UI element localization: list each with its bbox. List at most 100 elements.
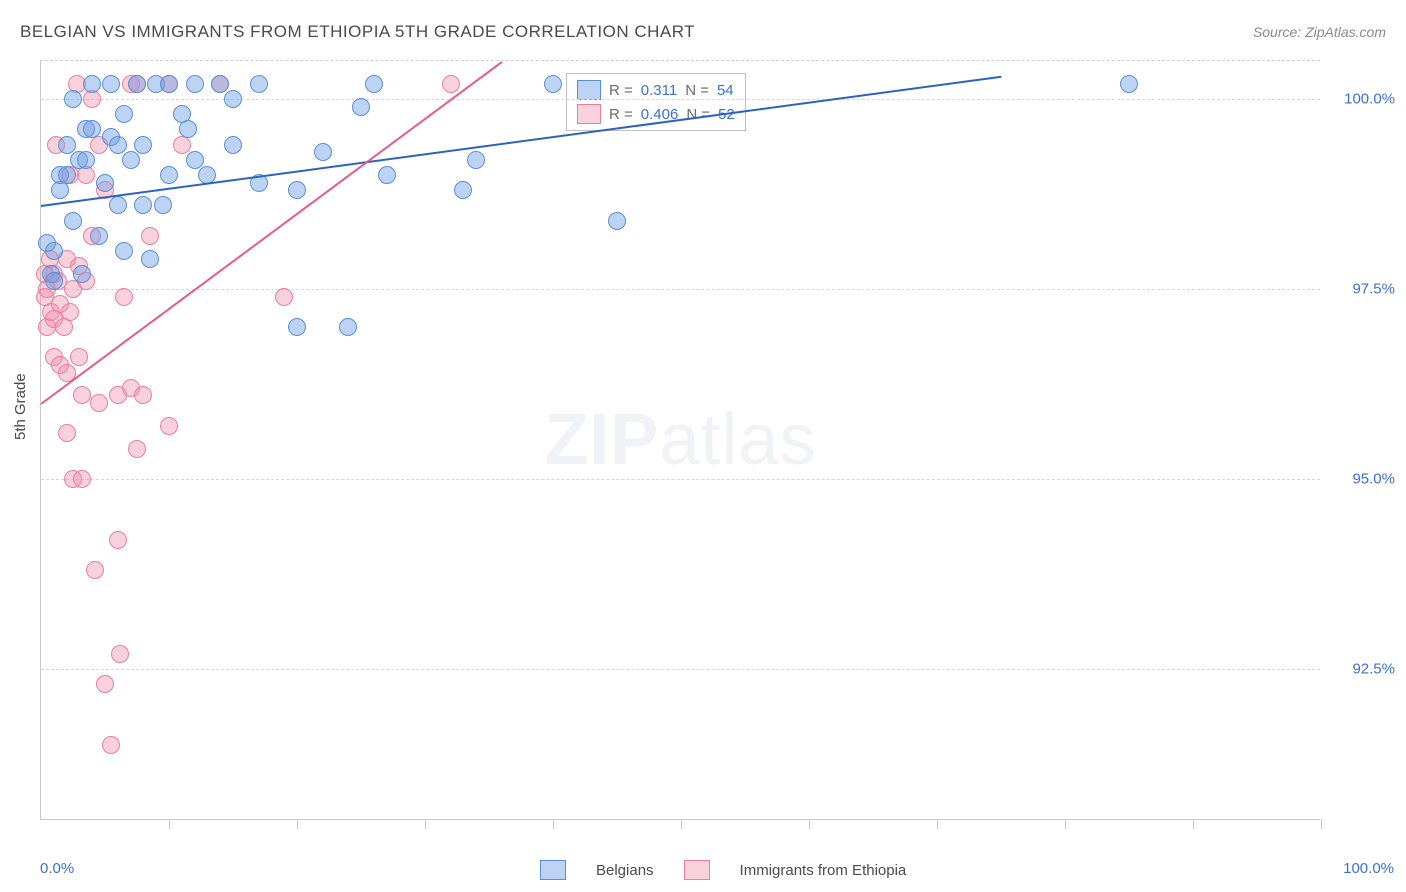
data-point-blue xyxy=(115,105,133,123)
data-point-blue xyxy=(454,181,472,199)
data-point-pink xyxy=(115,288,133,306)
source-attribution: Source: ZipAtlas.com xyxy=(1253,24,1386,40)
data-point-blue xyxy=(288,181,306,199)
data-point-blue xyxy=(134,196,152,214)
n-label: N = xyxy=(686,106,710,123)
n-value-1: 54 xyxy=(717,82,734,99)
data-point-blue xyxy=(109,136,127,154)
series-label-2: Immigrants from Ethiopia xyxy=(740,862,907,879)
r-label: R = xyxy=(609,106,633,123)
r-label: R = xyxy=(609,82,633,99)
x-tick xyxy=(1065,819,1066,829)
data-point-pink xyxy=(90,394,108,412)
y-tick-label: 92.5% xyxy=(1330,661,1395,678)
n-label: N = xyxy=(685,82,709,99)
data-point-pink xyxy=(70,348,88,366)
swatch-pink-icon xyxy=(684,860,710,880)
swatch-blue-icon xyxy=(577,80,601,100)
x-axis-max-label: 100.0% xyxy=(1343,860,1394,877)
data-point-blue xyxy=(83,120,101,138)
data-point-pink xyxy=(134,386,152,404)
x-axis-min-label: 0.0% xyxy=(40,860,74,877)
data-point-blue xyxy=(115,242,133,260)
x-tick xyxy=(553,819,554,829)
data-point-pink xyxy=(275,288,293,306)
data-point-blue xyxy=(339,318,357,336)
data-point-blue xyxy=(90,227,108,245)
data-point-blue xyxy=(134,136,152,154)
data-point-pink xyxy=(102,736,120,754)
chart-plot-area: ZIPatlas R = 0.311 N = 54 R = 0.406 N = … xyxy=(40,60,1320,820)
data-point-blue xyxy=(141,250,159,268)
data-point-blue xyxy=(378,166,396,184)
data-point-blue xyxy=(224,136,242,154)
x-tick xyxy=(1321,819,1322,829)
chart-title: BELGIAN VS IMMIGRANTS FROM ETHIOPIA 5TH … xyxy=(20,22,695,42)
data-point-blue xyxy=(314,143,332,161)
data-point-blue xyxy=(211,75,229,93)
data-point-blue xyxy=(77,151,95,169)
data-point-pink xyxy=(442,75,460,93)
data-point-blue xyxy=(365,75,383,93)
data-point-blue xyxy=(64,212,82,230)
y-tick-label: 100.0% xyxy=(1330,91,1395,108)
watermark: ZIPatlas xyxy=(544,399,816,481)
data-point-pink xyxy=(86,561,104,579)
data-point-blue xyxy=(160,75,178,93)
data-point-blue xyxy=(544,75,562,93)
data-point-blue xyxy=(45,242,63,260)
data-point-blue xyxy=(186,75,204,93)
x-tick xyxy=(809,819,810,829)
data-point-pink xyxy=(73,470,91,488)
r-value-1: 0.311 xyxy=(641,82,677,99)
x-tick xyxy=(297,819,298,829)
gridline xyxy=(41,479,1320,480)
data-point-blue xyxy=(64,90,82,108)
data-point-pink xyxy=(141,227,159,245)
data-point-blue xyxy=(1120,75,1138,93)
data-point-blue xyxy=(102,75,120,93)
data-point-blue xyxy=(45,272,63,290)
data-point-blue xyxy=(288,318,306,336)
x-tick xyxy=(681,819,682,829)
gridline xyxy=(41,669,1320,670)
x-tick xyxy=(169,819,170,829)
data-point-blue xyxy=(109,196,127,214)
data-point-blue xyxy=(179,120,197,138)
x-tick xyxy=(937,819,938,829)
data-point-blue xyxy=(128,75,146,93)
y-tick-label: 95.0% xyxy=(1330,471,1395,488)
data-point-blue xyxy=(122,151,140,169)
y-axis-label: 5th Grade xyxy=(12,373,29,440)
data-point-pink xyxy=(58,424,76,442)
data-point-pink xyxy=(96,675,114,693)
swatch-blue-icon xyxy=(540,860,566,880)
data-point-blue xyxy=(160,166,178,184)
trend-line-pink xyxy=(40,61,502,405)
data-point-blue xyxy=(467,151,485,169)
gridline xyxy=(41,289,1320,290)
data-point-blue xyxy=(154,196,172,214)
data-point-blue xyxy=(250,75,268,93)
data-point-pink xyxy=(109,531,127,549)
data-point-pink xyxy=(111,645,129,663)
data-point-blue xyxy=(73,265,91,283)
data-point-blue xyxy=(58,166,76,184)
data-point-pink xyxy=(61,303,79,321)
x-tick xyxy=(425,819,426,829)
data-point-pink xyxy=(73,386,91,404)
data-point-blue xyxy=(224,90,242,108)
data-point-blue xyxy=(352,98,370,116)
y-tick-label: 97.5% xyxy=(1330,281,1395,298)
data-point-blue xyxy=(608,212,626,230)
data-point-pink xyxy=(128,440,146,458)
series-legend: Belgians Immigrants from Ethiopia xyxy=(540,860,906,880)
data-point-blue xyxy=(83,75,101,93)
data-point-blue xyxy=(58,136,76,154)
data-point-blue xyxy=(186,151,204,169)
x-tick xyxy=(1193,819,1194,829)
swatch-pink-icon xyxy=(577,104,601,124)
data-point-blue xyxy=(96,174,114,192)
series-label-1: Belgians xyxy=(596,862,654,879)
data-point-pink xyxy=(160,417,178,435)
